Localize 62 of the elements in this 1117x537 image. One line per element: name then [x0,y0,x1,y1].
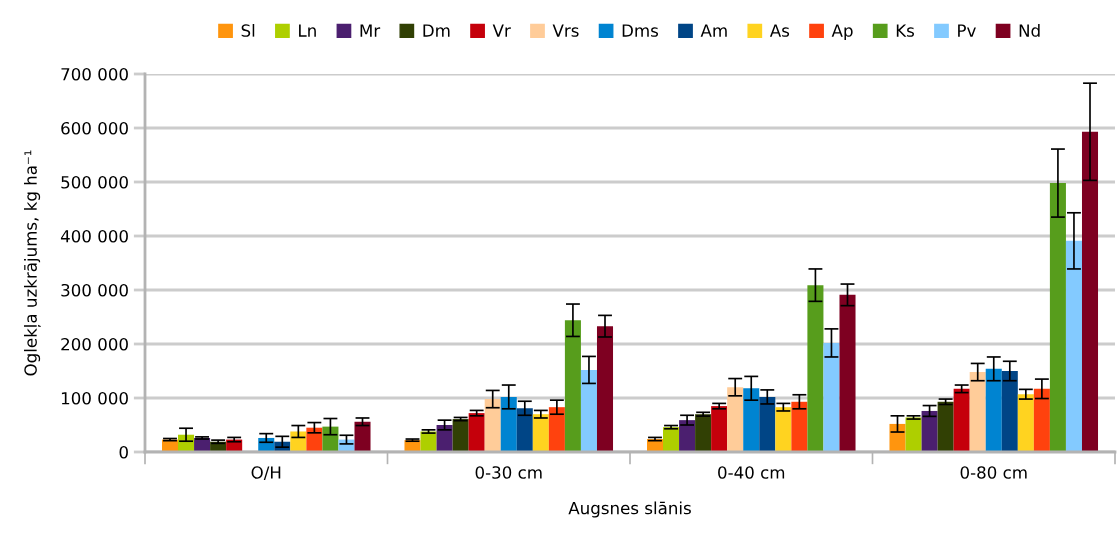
y-tick-label: 200 000 [61,337,128,351]
y-tick-label: 300 000 [61,283,128,297]
x-tick-label: 0-80 cm [960,466,1027,479]
bar [807,285,824,452]
bar [889,423,906,452]
y-tick-label: 600 000 [61,121,128,135]
bar [711,406,728,452]
bar [580,369,597,452]
legend-label: Dm [423,24,450,37]
bar [452,419,469,452]
bar [484,399,501,452]
bar [1049,183,1066,452]
bar [548,407,565,452]
bar [775,407,792,452]
bar [727,387,744,452]
bar [921,410,938,452]
legend-label: Vr [492,24,511,37]
legend-label: Ap [831,24,853,41]
y-tick-label: 700 000 [61,67,128,81]
bar [953,388,970,452]
y-axis-title: Oglekļa uzkrājums, kg ha⁻¹ [23,150,41,376]
y-tick-label: 400 000 [60,229,128,243]
bar [532,414,549,452]
legend-label: Pv [958,24,976,37]
legend-label: Nd [1019,23,1040,37]
bar [823,342,840,452]
legend-label: Mr [360,24,381,37]
bar [969,372,986,452]
legend-label: Am [700,24,727,37]
x-axis-title: Augsnes slānis [568,501,691,518]
bar [1001,371,1018,452]
bar [500,396,517,452]
legend-label: Dms [622,24,659,37]
bar [516,408,533,452]
bar [839,294,856,452]
legend-label: Ln [299,24,316,37]
bar [354,421,371,452]
y-tick-label: 100 000 [61,391,128,405]
bar [695,414,712,452]
bar [468,413,485,452]
bar [937,401,954,452]
bar [791,401,808,452]
bar [564,320,581,452]
bar [1017,394,1034,452]
bar [1065,240,1082,452]
legend-label: Sl [241,23,255,37]
bar [1081,131,1099,452]
bar [596,326,614,452]
legend-label: Vrs [552,24,579,37]
x-tick-label: 0-30 cm [475,466,542,479]
bar [1033,388,1050,452]
bar [743,388,760,452]
y-tick-label: 500 000 [61,175,128,189]
y-tick-label: 0 [119,445,128,459]
bar [759,396,776,452]
x-tick-label: O/H [251,466,281,481]
legend-label: Ks [896,24,915,37]
bar [679,420,696,452]
x-tick-label: 0-40 cm [718,466,785,479]
legend-label: As [769,24,790,37]
bar [905,417,922,452]
bar [985,368,1002,452]
